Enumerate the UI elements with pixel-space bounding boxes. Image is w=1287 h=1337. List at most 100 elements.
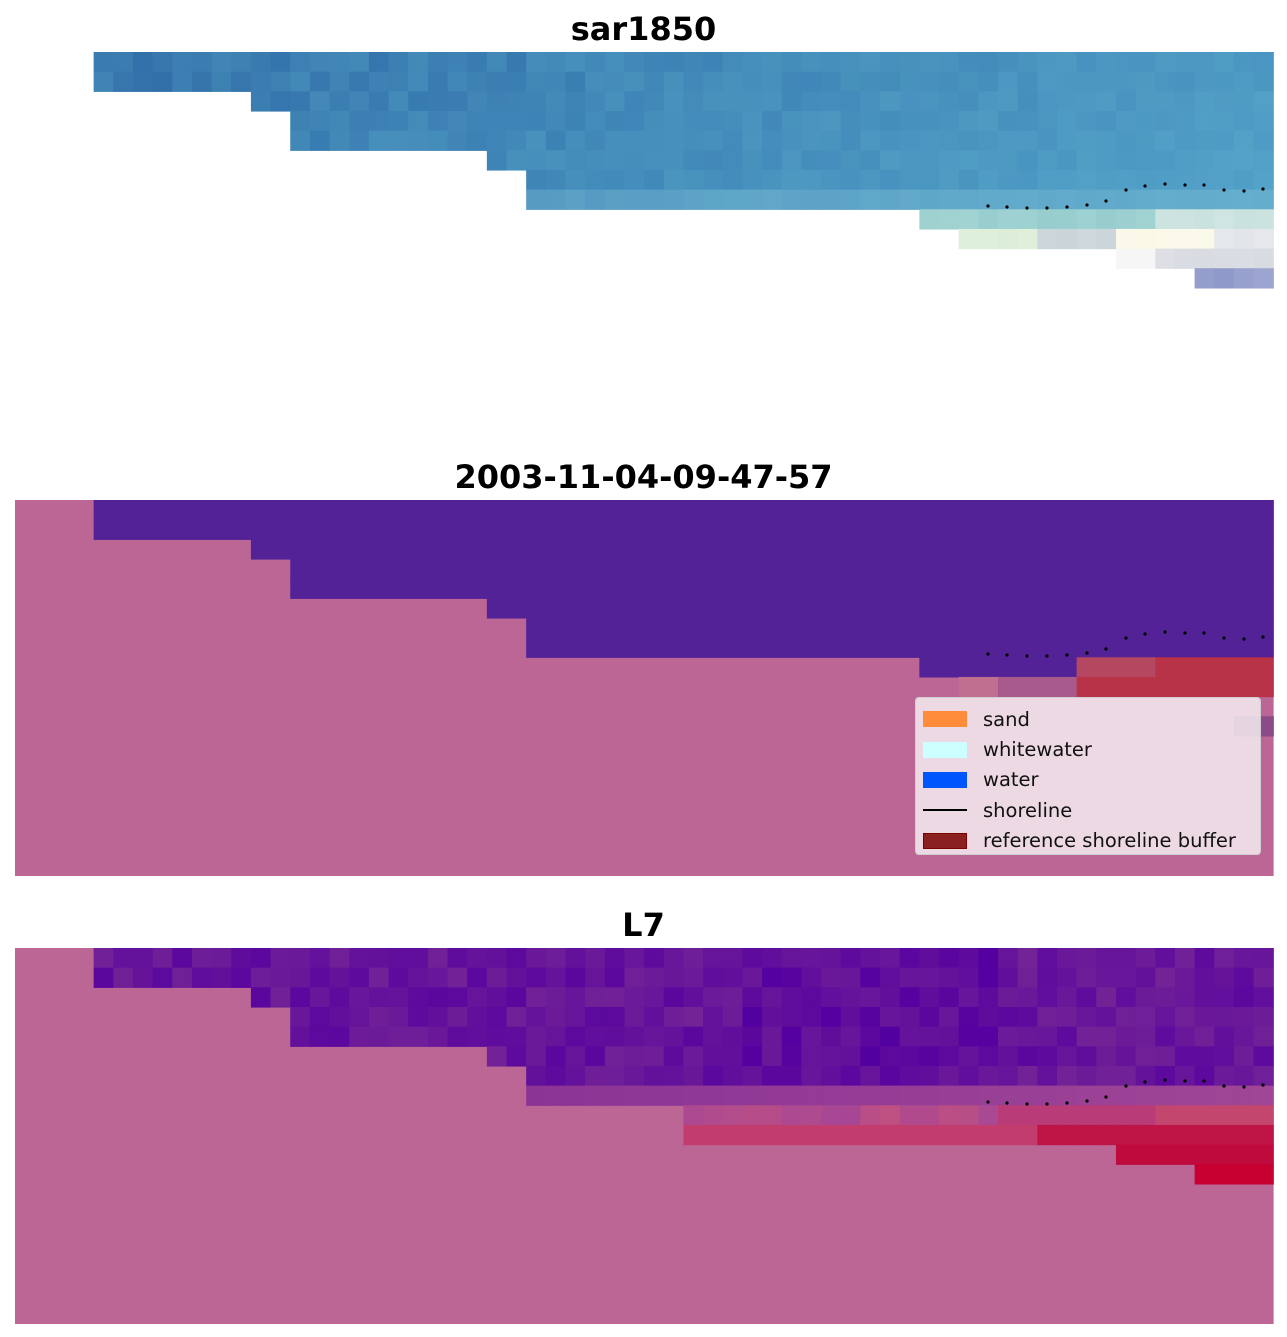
image-pixel <box>978 189 999 210</box>
probability-pixel <box>899 948 920 969</box>
probability-pixel <box>172 948 193 969</box>
probability-pixel <box>663 1006 685 1028</box>
shoreline-point <box>1124 636 1128 640</box>
image-pixel <box>1174 228 1196 250</box>
probability-pixel <box>821 967 842 988</box>
probability-pixel <box>1056 1105 1078 1126</box>
probability-pixel <box>585 1085 606 1106</box>
probability-pixel <box>1214 1105 1235 1126</box>
image-pixel <box>762 150 783 171</box>
probability-pixel <box>427 1006 449 1028</box>
shoreline-point <box>1261 187 1265 191</box>
probability-pixel <box>526 987 547 1008</box>
probability-pixel <box>408 987 429 1008</box>
probability-pixel <box>1096 967 1117 988</box>
probability-pixel <box>1076 1065 1097 1087</box>
shoreline-point <box>1065 205 1069 209</box>
image-pixel <box>1096 150 1117 171</box>
image-pixel <box>978 91 999 112</box>
image-pixel <box>1194 248 1215 269</box>
probability-pixel <box>93 948 114 969</box>
image-pixel <box>1115 150 1137 171</box>
probability-pixel <box>880 967 901 988</box>
probability-pixel <box>349 1026 370 1047</box>
image-pixel <box>1214 91 1235 112</box>
image-pixel <box>1037 189 1058 210</box>
probability-pixel <box>604 1046 626 1067</box>
image-pixel <box>526 91 547 112</box>
image-pixel <box>683 71 704 92</box>
image-pixel <box>1056 110 1078 132</box>
image-pixel <box>644 110 665 132</box>
image-pixel <box>1135 189 1156 210</box>
image-pixel <box>1076 71 1097 92</box>
probability-pixel <box>1115 1124 1137 1146</box>
probability-pixel <box>821 1065 842 1087</box>
probability-pixel <box>1096 1124 1117 1146</box>
image-pixel <box>604 110 626 132</box>
image-pixel <box>565 91 586 112</box>
probability-pixel <box>1135 967 1156 988</box>
image-pixel <box>270 71 291 92</box>
shoreline-point <box>1222 188 1226 192</box>
probability-pixel <box>644 967 665 988</box>
probability-pixel <box>231 948 252 969</box>
image-pixel <box>309 52 331 73</box>
image-pixel <box>860 130 881 151</box>
probability-pixel <box>486 1046 508 1067</box>
probability-pixel <box>408 1026 429 1047</box>
probability-pixel <box>604 1026 626 1047</box>
probability-pixel <box>1017 1046 1038 1067</box>
image-pixel <box>1214 248 1235 269</box>
image-pixel <box>958 189 979 210</box>
probability-pixel <box>742 1124 763 1146</box>
image-pixel <box>958 228 979 250</box>
image-pixel <box>919 130 940 151</box>
probability-pixel <box>781 1046 802 1067</box>
image-pixel <box>506 150 527 171</box>
probability-pixel <box>1017 967 1038 988</box>
probability-pixel <box>899 1065 920 1087</box>
probability-pixel <box>939 1026 960 1047</box>
probability-pixel <box>1174 948 1196 969</box>
image-pixel <box>821 110 842 132</box>
probability-pixel <box>506 987 527 1008</box>
image-pixel <box>1194 268 1215 289</box>
probability-pixel <box>467 967 488 988</box>
probability-pixel <box>1017 1124 1038 1146</box>
image-pixel <box>939 209 960 230</box>
probability-pixel <box>1174 1144 1196 1165</box>
probability-pixel <box>703 967 724 988</box>
legend-label: whitewater <box>983 738 1092 762</box>
probability-pixel <box>1135 1085 1156 1106</box>
image-pixel <box>1155 130 1176 151</box>
water-class-region <box>93 500 1274 521</box>
image-pixel <box>919 91 940 112</box>
probability-pixel <box>821 1085 842 1106</box>
image-pixel <box>211 71 232 92</box>
image-pixel <box>486 130 508 151</box>
probability-pixel <box>919 1026 940 1047</box>
probability-pixel <box>919 1105 940 1126</box>
image-pixel <box>978 169 999 191</box>
image-pixel <box>1076 110 1097 132</box>
probability-pixel <box>742 1085 763 1106</box>
image-pixel <box>801 71 822 92</box>
probability-pixel <box>1037 1065 1058 1087</box>
probability-pixel <box>880 1026 901 1047</box>
probability-pixel <box>998 1006 1019 1028</box>
image-pixel <box>565 52 586 73</box>
probability-pixel <box>1135 1006 1156 1028</box>
image-pixel <box>604 189 626 210</box>
probability-pixel <box>368 1026 390 1047</box>
probability-pixel <box>250 967 272 988</box>
image-pixel <box>368 52 390 73</box>
image-pixel <box>1037 91 1058 112</box>
image-pixel <box>1115 71 1137 92</box>
image-pixel <box>172 52 193 73</box>
image-pixel <box>1115 110 1137 132</box>
image-pixel <box>624 71 645 92</box>
probability-pixel <box>840 1026 861 1047</box>
image-pixel <box>821 150 842 171</box>
probability-pixel <box>742 987 763 1008</box>
